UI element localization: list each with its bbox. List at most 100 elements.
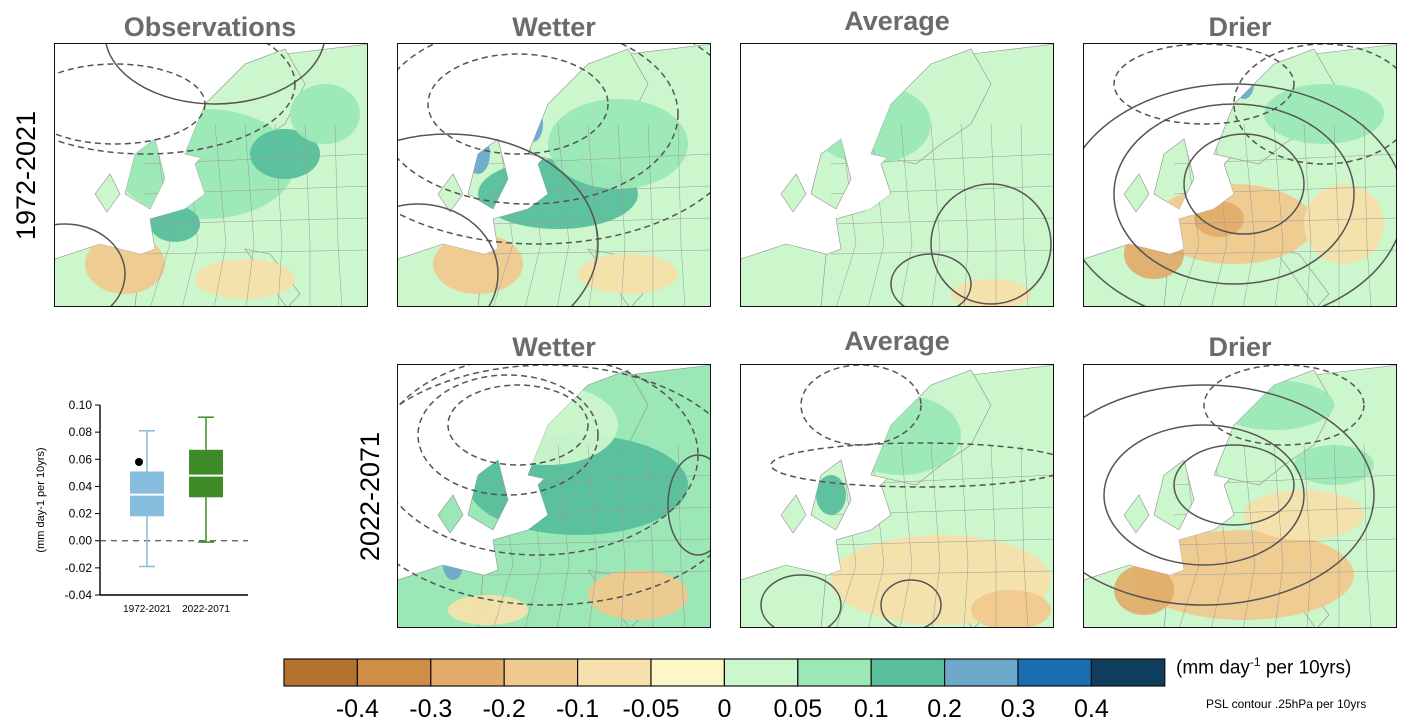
land-area xyxy=(437,494,464,534)
map-hist-drier xyxy=(1083,43,1397,307)
country-border xyxy=(1173,249,1396,255)
colorbar-swatch xyxy=(870,658,946,687)
psl-contour-positive xyxy=(1103,424,1305,566)
colorbar-swatch xyxy=(797,658,872,687)
psl-contour-positive xyxy=(1173,444,1295,526)
colorbar-tick-label: 0.2 xyxy=(927,695,962,723)
country-border xyxy=(487,249,710,255)
country-border xyxy=(487,538,710,546)
psl-contour-positive xyxy=(398,133,599,306)
country-border xyxy=(334,123,343,306)
psl-contour-positive xyxy=(1084,384,1375,606)
precip-anomaly-patch xyxy=(548,99,688,189)
panel-title-fut-average: Average xyxy=(844,326,950,356)
country-border xyxy=(1020,444,1029,627)
country-border xyxy=(492,444,514,627)
map-fut-drier xyxy=(1083,364,1397,628)
country-border xyxy=(835,444,857,627)
box-2022-2071: 2022-2071 xyxy=(182,416,230,615)
y-tick-label: 0.06 xyxy=(69,452,93,466)
y-tick-label: -0.04 xyxy=(65,588,93,602)
colorbar-swatch xyxy=(430,658,505,687)
country-border xyxy=(1173,538,1396,546)
precip-anomaly-patch xyxy=(1114,565,1174,615)
unit-superscript: -1 xyxy=(1249,655,1261,669)
country-border xyxy=(487,570,710,576)
country-border xyxy=(830,249,1053,255)
y-tick-label: 0.02 xyxy=(69,507,93,521)
y-tick-label: 0.04 xyxy=(69,479,93,493)
y-tick-label: 0.08 xyxy=(69,425,93,439)
land-area xyxy=(437,173,464,213)
country-border xyxy=(990,123,997,306)
colorbar-swatch xyxy=(1090,658,1166,687)
precip-anomaly-patch xyxy=(443,550,463,580)
precip-anomaly-patch xyxy=(150,206,200,242)
country-border xyxy=(1242,123,1256,306)
precip-anomaly-patch xyxy=(1294,445,1374,485)
country-border xyxy=(1273,444,1284,627)
country-border xyxy=(830,217,1053,225)
country-border xyxy=(1363,444,1372,627)
precip-anomaly-patch xyxy=(971,590,1051,627)
land-area xyxy=(1153,459,1195,531)
y-axis-label: (mm day-1 per 10yrs) xyxy=(35,447,47,552)
country-border xyxy=(835,123,857,306)
country-border xyxy=(830,570,1053,576)
precip-anomaly-patch xyxy=(1264,84,1384,144)
country-border xyxy=(213,123,227,306)
land-area xyxy=(780,173,807,213)
colorbar-tick-label: 0 xyxy=(717,695,731,723)
colorbar-tick-label: 0.05 xyxy=(773,695,822,723)
panel-title-hist-average: Average xyxy=(844,6,950,36)
country-border xyxy=(1333,123,1340,306)
country-border xyxy=(144,249,367,255)
colorbar-swatch xyxy=(650,658,726,687)
map-drawing xyxy=(1084,365,1396,627)
precip-anomaly-patch xyxy=(250,129,320,179)
map-drawing xyxy=(55,44,367,306)
country-border xyxy=(1173,217,1396,225)
psl-contour-positive xyxy=(398,203,499,306)
precip-anomaly-patch xyxy=(85,234,165,294)
country-border xyxy=(144,217,367,225)
psl-contour-positive xyxy=(105,44,325,105)
precip-anomaly-patch xyxy=(436,403,460,427)
panel-title-fut-drier: Drier xyxy=(1208,332,1272,362)
colorbar-swatch xyxy=(356,658,432,687)
borders xyxy=(1173,123,1396,306)
psl-contour-negative xyxy=(1203,365,1365,446)
colorbar-tick-label: -0.1 xyxy=(556,695,599,723)
precip-anomaly-patch xyxy=(466,134,490,174)
y-tick-label: -0.02 xyxy=(65,561,93,575)
psl-contour-positive xyxy=(1113,103,1355,285)
land-area xyxy=(780,494,807,534)
colorbar-swatch xyxy=(503,658,579,687)
land-area xyxy=(94,173,121,213)
country-border xyxy=(677,123,686,306)
psl-contour-note: PSL contour .25hPa per 10yrs xyxy=(1206,697,1367,711)
precip-anomaly-patch xyxy=(588,570,688,620)
country-border xyxy=(556,444,570,627)
precip-anomaly-patch xyxy=(433,234,523,294)
psl-contour-negative xyxy=(427,53,609,155)
psl-contour-positive xyxy=(1084,83,1396,306)
country-border xyxy=(930,444,941,627)
borders xyxy=(830,123,1053,306)
panel-title-hist-drier: Drier xyxy=(1208,12,1272,42)
precip-anomaly-patch xyxy=(1304,184,1384,264)
precip-anomaly-patch xyxy=(841,395,961,475)
country-border xyxy=(617,123,626,306)
psl-contour-positive xyxy=(55,223,126,306)
psl-contour-negative xyxy=(398,365,699,556)
colorbar-unit-label: (mm day-1 per 10yrs) xyxy=(1176,655,1352,679)
panel-title-observations: Observations xyxy=(123,12,297,42)
colorbar-tick-label: 0.4 xyxy=(1074,695,1109,723)
country-border xyxy=(647,444,654,627)
country-border xyxy=(492,123,514,306)
iqr-box xyxy=(189,449,223,498)
y-tick-label: 0.00 xyxy=(69,534,93,548)
country-border xyxy=(830,538,1053,546)
psl-contour-positive xyxy=(880,579,942,627)
colorbar-swatch xyxy=(1017,658,1093,687)
